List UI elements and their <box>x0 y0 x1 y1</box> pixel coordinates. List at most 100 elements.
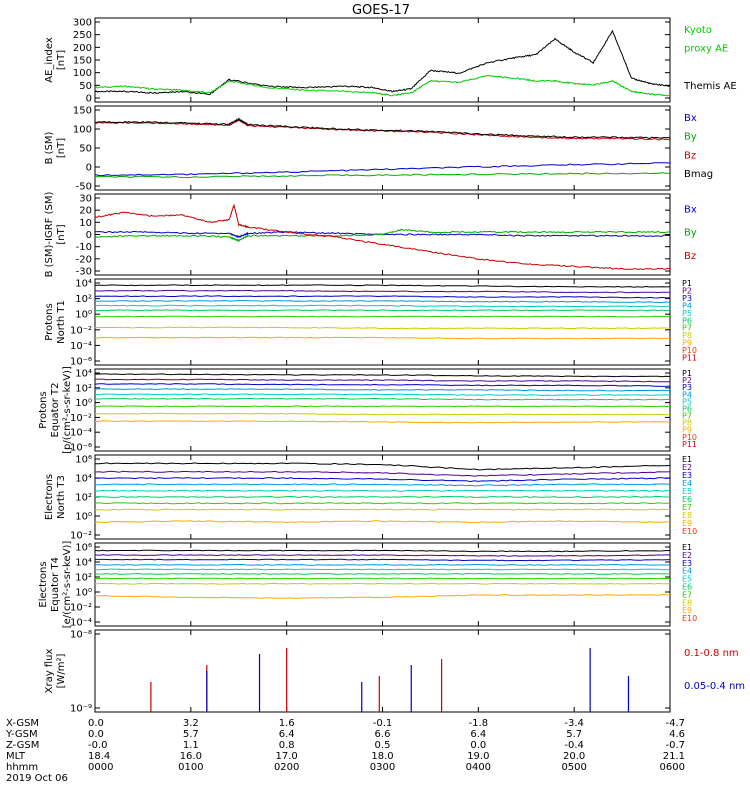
series-line <box>94 489 671 492</box>
y-tick-label: -30 <box>76 267 92 278</box>
footer-value: 20.0 <box>563 751 585 762</box>
channel-label: P10 <box>682 433 697 442</box>
footer-value: 19.0 <box>467 751 489 762</box>
series-line <box>94 470 671 477</box>
panel-protons_t2: Protons Equator T2 [p/(cm²-s-sr-keV)] 10⁴ 10… <box>38 366 697 454</box>
panel-b_sm: B (SM) [nT] 150 100 50 0 -50 Bx By Bz Bmag <box>44 105 713 193</box>
y-tick-label: 10⁴ <box>75 474 92 485</box>
y-axis-label: [p/(cm²-s-sr-keV)] <box>62 366 73 454</box>
panel-protons_t1: Protons North T1 10⁴ 10² 10⁰ 10⁻² 10⁻⁴ 10⁻⁶ P1P2… <box>44 278 697 368</box>
y-tick-label: 10⁻⁸ <box>70 630 92 641</box>
series-line <box>94 495 670 499</box>
series-line <box>94 393 671 396</box>
series-line <box>95 300 671 304</box>
y-tick-label: 10⁻⁴ <box>70 341 92 352</box>
legend-entry: 0.05-0.4 nm <box>684 681 745 692</box>
footer-value: 0.0 <box>88 729 104 740</box>
panels: AE_index [nT]300250200150100500Kyotoproxy… <box>38 17 745 715</box>
channel-label: E2 <box>682 463 692 472</box>
footer-value: 21.1 <box>663 751 685 762</box>
channel-label: E1 <box>682 543 692 552</box>
y-tick-label: 10⁶ <box>75 455 92 466</box>
y-tick-label: 10⁶ <box>75 543 92 554</box>
y-axis-label: Equator T4 <box>50 557 61 612</box>
footer-value: 6.4 <box>279 729 295 740</box>
legend-entry: Bx <box>684 205 697 216</box>
y-tick-label: 10⁻⁴ <box>70 428 92 439</box>
y-tick-label: 10⁻⁴ <box>70 618 92 629</box>
y-tick-label: 0 <box>86 230 92 241</box>
series-line <box>94 373 671 378</box>
panel-electrons_t3: Electrons North T310⁶10⁴10²10⁰10⁻²E1E2E3E… <box>44 454 697 542</box>
legend-entry: Bx <box>684 113 697 124</box>
channel-label: E6 <box>682 583 692 592</box>
y-tick-label: 10⁻² <box>70 531 92 542</box>
channel-label: P1 <box>682 279 692 288</box>
y-axis-label: Protons <box>38 391 49 428</box>
channel-label: E6 <box>682 495 692 504</box>
channel-label: P7 <box>682 412 692 421</box>
channel-label: E8 <box>682 598 692 607</box>
channel-label: E9 <box>682 519 692 528</box>
y-tick-label: 10⁰ <box>75 588 92 599</box>
channel-label: P3 <box>682 294 692 303</box>
footer-value: 0600 <box>660 762 685 773</box>
footer-value: 16.0 <box>180 751 202 762</box>
footer-value: 0.0 <box>88 718 104 729</box>
series-line <box>94 230 671 239</box>
footer-row-label: MLT <box>6 751 26 762</box>
channel-label: E9 <box>682 606 692 615</box>
channel-label: P8 <box>682 331 692 340</box>
channel-label: P2 <box>682 286 692 295</box>
footer-value: 5.7 <box>183 729 199 740</box>
y-tick-label: 150 <box>73 106 92 117</box>
channel-label: P3 <box>682 383 692 392</box>
footer-value: 5.7 <box>566 729 582 740</box>
series-line <box>94 162 671 177</box>
series-line <box>94 554 671 557</box>
footer-value: 6.4 <box>470 729 486 740</box>
panel-frame <box>94 629 671 713</box>
footer-value: -0.0 <box>88 740 108 751</box>
footer-value: 18.4 <box>88 751 110 762</box>
y-tick-label: 10⁴ <box>75 558 92 569</box>
series-line <box>94 563 671 566</box>
channel-label: P4 <box>682 390 692 399</box>
y-tick-label: 0 <box>86 163 92 174</box>
channel-label: E7 <box>682 590 692 599</box>
series-line <box>94 295 671 299</box>
footer-value: 0400 <box>466 762 491 773</box>
channel-label: E5 <box>682 487 692 496</box>
channel-label: E5 <box>682 575 692 584</box>
series-line <box>94 383 671 387</box>
footer-row-label: hhmm <box>6 762 38 773</box>
series-line <box>94 508 671 511</box>
series-line <box>94 29 671 96</box>
channel-label: E10 <box>682 527 697 536</box>
y-axis-label: [nT] <box>56 50 67 70</box>
y-tick-label: 300 <box>73 18 92 29</box>
channel-label: P5 <box>682 309 692 318</box>
footer-value: 1.1 <box>183 740 199 751</box>
series-line <box>95 568 671 571</box>
series-line <box>94 74 671 97</box>
legend-entry: By <box>684 228 697 239</box>
footer-value: 18.0 <box>371 751 393 762</box>
y-axis-label: Protons <box>44 303 55 340</box>
series-line <box>94 420 670 424</box>
legend-entry: 0.1-0.8 nm <box>684 648 739 659</box>
y-tick-label: 100 <box>73 125 92 136</box>
legend-entry: proxy AE <box>684 44 728 55</box>
footer-value: 0100 <box>178 762 203 773</box>
channel-label: P6 <box>682 316 692 325</box>
channel-label: P9 <box>682 426 692 435</box>
footer-value: -1.8 <box>469 718 489 729</box>
legend-entry: Bz <box>684 150 696 161</box>
series-line <box>94 284 671 288</box>
series-line <box>94 520 671 524</box>
y-axis-label: North T1 <box>56 300 67 344</box>
y-tick-label: 10⁴ <box>75 369 92 380</box>
footer: X-GSM 0.0 3.2 1.6 -0.1 -1.8 -3.4 -4.7 Y-GSM 0.0 5.… <box>5 718 685 784</box>
y-tick-label: 10⁻⁶ <box>70 443 92 454</box>
